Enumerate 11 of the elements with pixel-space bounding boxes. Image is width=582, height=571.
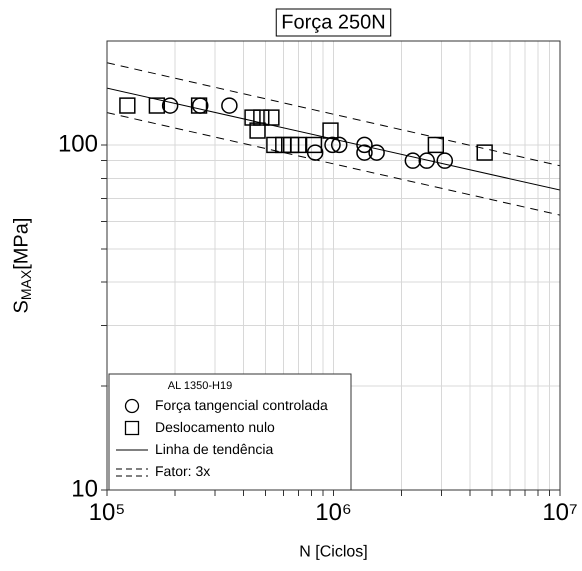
- legend-label: Linha de tendência: [155, 440, 274, 457]
- legend-label: Força tangencial controlada: [155, 396, 328, 413]
- legend-title: AL 1350-H19: [168, 380, 232, 392]
- y-tick-label: 100: [58, 130, 98, 158]
- chart-title: Força 250N: [281, 12, 386, 34]
- legend-label: Deslocamento nulo: [155, 418, 276, 435]
- x-tick-label: 10⁷: [542, 499, 578, 526]
- x-tick-label: 10⁶: [315, 499, 352, 526]
- legend-label: Fator: 3x: [155, 462, 210, 479]
- x-axis-title: N [Ciclos]: [299, 543, 368, 560]
- y-axis-title: SMAX[MPa]: [10, 218, 34, 314]
